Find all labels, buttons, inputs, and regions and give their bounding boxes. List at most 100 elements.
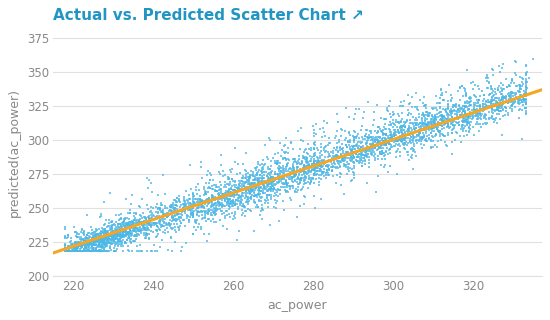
Point (114, 224, 123, 229)
Point (95, 247, 103, 252)
Point (174, 212, 183, 217)
Point (185, 202, 194, 207)
Point (316, 155, 324, 160)
Point (135, 213, 144, 218)
Point (437, 88, 446, 93)
Point (76, 238, 85, 244)
Point (200, 198, 208, 204)
Point (354, 131, 362, 136)
Point (84, 242, 93, 247)
Point (308, 175, 317, 180)
Point (72, 229, 80, 235)
Point (406, 129, 415, 134)
Point (305, 174, 314, 179)
Point (439, 117, 448, 122)
Point (452, 130, 461, 135)
Point (266, 184, 274, 189)
Point (151, 221, 160, 226)
Point (221, 198, 229, 203)
Point (190, 203, 199, 208)
Point (84, 242, 92, 247)
Point (87, 238, 96, 243)
Point (156, 205, 164, 210)
Point (429, 115, 438, 120)
Point (98, 225, 107, 230)
Point (343, 155, 351, 160)
Point (153, 210, 162, 215)
Point (365, 155, 373, 160)
Point (242, 175, 251, 180)
Point (242, 193, 251, 198)
Point (202, 189, 211, 194)
Point (345, 145, 354, 150)
Point (339, 159, 348, 164)
Point (100, 237, 108, 242)
Point (243, 190, 252, 196)
Point (267, 184, 276, 189)
Point (434, 122, 443, 127)
Point (360, 147, 369, 152)
Point (428, 117, 437, 122)
Point (428, 145, 437, 150)
Point (97, 242, 106, 247)
Point (374, 140, 383, 145)
Point (315, 163, 323, 168)
Point (360, 136, 369, 141)
Point (279, 173, 288, 179)
Point (107, 237, 116, 243)
Point (164, 209, 173, 214)
Point (458, 103, 467, 108)
Point (173, 210, 182, 215)
Point (311, 153, 320, 158)
Point (91, 233, 100, 238)
Point (478, 111, 487, 116)
Point (336, 158, 344, 163)
Point (192, 199, 201, 204)
Point (268, 178, 277, 183)
Point (439, 114, 448, 119)
Point (113, 227, 122, 232)
Point (115, 227, 124, 232)
Point (463, 114, 472, 119)
Point (100, 231, 109, 236)
Point (507, 96, 515, 101)
Point (465, 129, 474, 134)
Point (248, 172, 257, 177)
Point (182, 240, 190, 245)
Point (428, 133, 437, 138)
Point (508, 106, 517, 111)
Point (98, 237, 107, 243)
Point (147, 223, 156, 228)
Point (65, 243, 74, 248)
Point (437, 122, 446, 127)
Point (161, 191, 169, 196)
Point (443, 111, 452, 116)
Point (266, 187, 274, 192)
Point (202, 198, 211, 204)
Point (297, 175, 306, 180)
Point (424, 120, 432, 125)
Point (300, 175, 309, 180)
Point (411, 120, 420, 125)
Point (78, 242, 87, 247)
Point (63, 246, 72, 251)
Point (463, 112, 471, 117)
Point (124, 220, 133, 225)
Point (82, 246, 91, 251)
Point (521, 63, 530, 68)
Point (312, 172, 321, 178)
Point (103, 237, 112, 243)
Point (235, 186, 244, 191)
Point (390, 139, 399, 144)
Point (480, 114, 489, 119)
Point (373, 139, 382, 144)
Point (368, 153, 377, 158)
Point (519, 94, 527, 100)
Point (457, 140, 466, 145)
Point (397, 111, 406, 116)
Point (349, 154, 358, 159)
Point (464, 115, 472, 120)
Point (386, 132, 395, 137)
Point (111, 244, 119, 249)
Point (111, 239, 119, 244)
